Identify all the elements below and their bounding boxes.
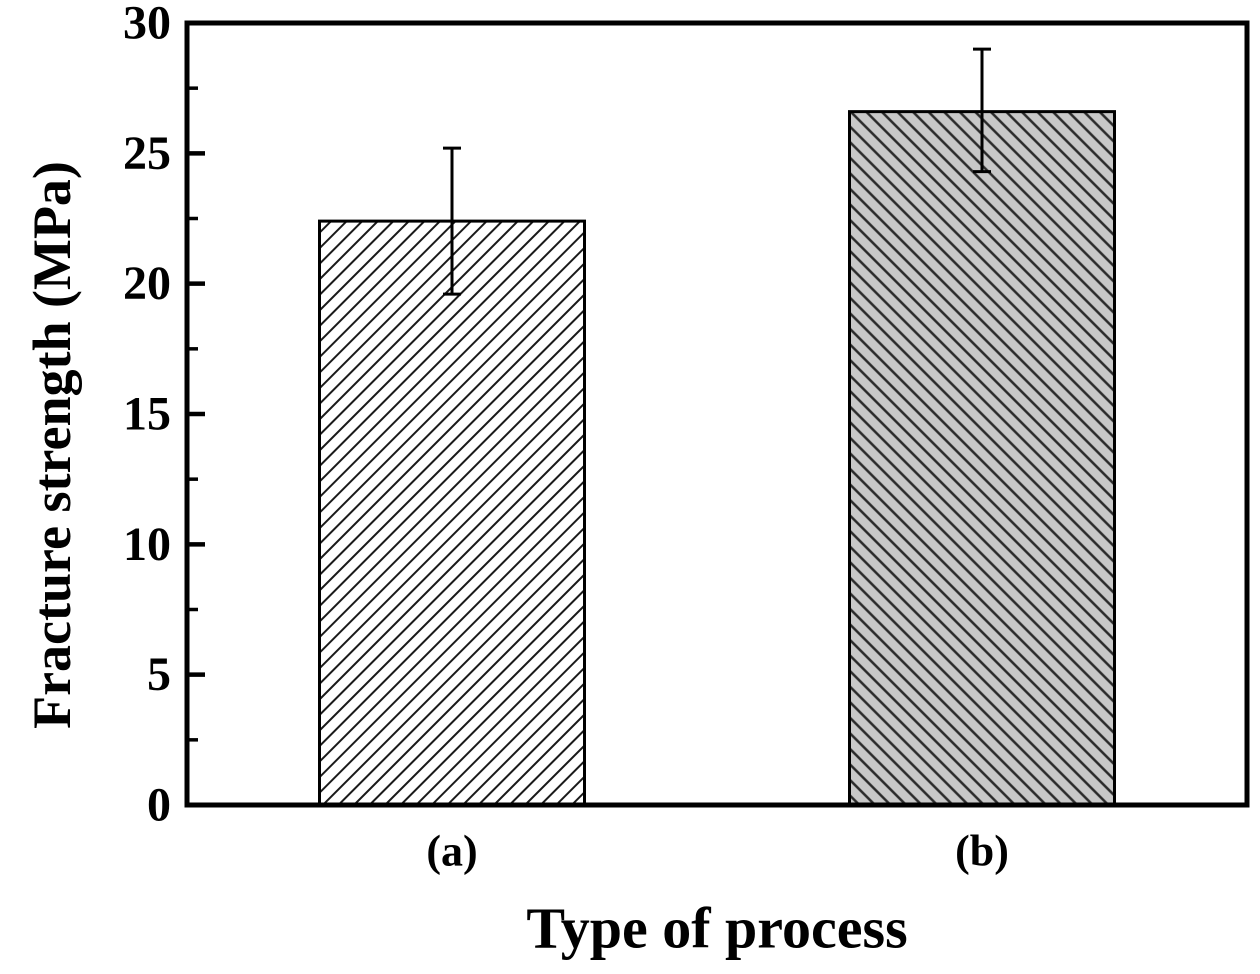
y-tick-label: 10	[123, 518, 171, 571]
bars-layer	[318, 110, 1116, 807]
bar-a	[318, 219, 586, 807]
axis-ticks-layer	[187, 86, 205, 742]
y-tick-label: 25	[123, 127, 171, 180]
x-tick-label: (a)	[426, 827, 477, 876]
y-tick-label: 15	[123, 388, 171, 441]
y-tick-label: 5	[147, 648, 171, 701]
x-tick-label: (b)	[955, 827, 1009, 876]
y-tick-label: 0	[147, 779, 171, 832]
y-axis-title: Fracture strength (MPa)	[22, 161, 82, 729]
error-bar-a	[443, 146, 461, 296]
error-bar-b	[973, 47, 991, 174]
x-axis-title: Type of process	[526, 896, 907, 961]
error-bars-layer	[443, 47, 991, 296]
bar-b	[848, 110, 1116, 807]
axis-labels-layer: (a) (b) 0 5 10 15 20 25 30	[123, 0, 1009, 876]
y-tick-label: 20	[123, 257, 171, 310]
y-tick-label: 30	[123, 0, 171, 50]
